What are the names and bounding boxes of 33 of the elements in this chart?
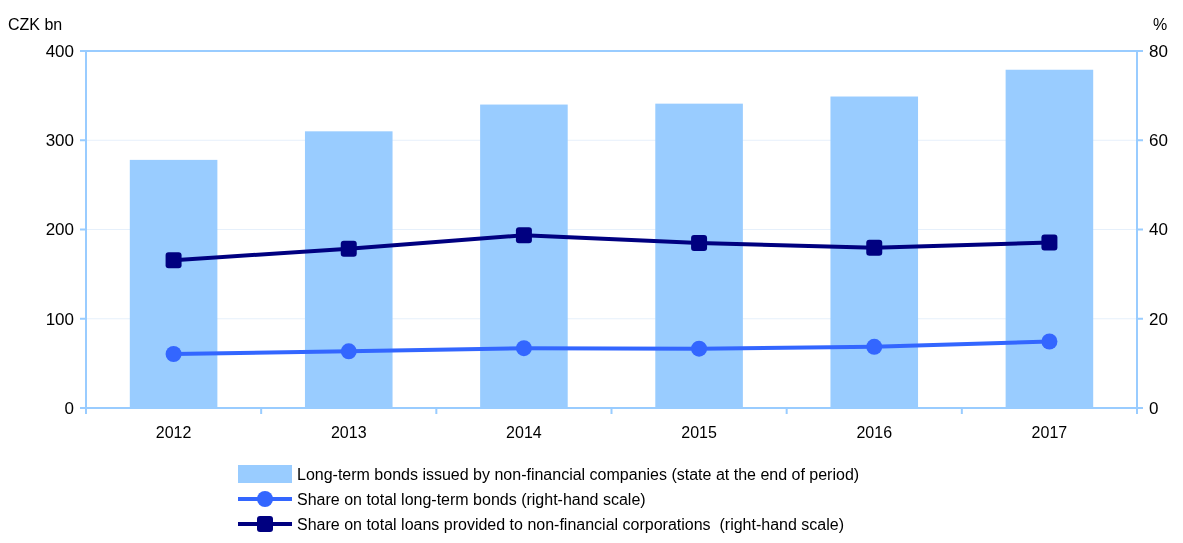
legend-label: Long-term bonds issued by non-financial companies (state at the end of period) xyxy=(297,465,860,483)
legend-label: Share on total long-term bonds (right-hand scale) xyxy=(297,490,646,508)
x-tick-label: 2015 xyxy=(681,424,717,441)
x-tick-label: 2012 xyxy=(155,424,192,441)
point xyxy=(340,240,357,257)
legend-label: Share on total loans provided to non-financial corporations (right-hand scale) xyxy=(297,515,844,533)
x-tick-label: 2013 xyxy=(330,424,367,441)
y2-tick-label: 0 xyxy=(1149,398,1159,418)
x-tick-label: 2017 xyxy=(1031,424,1068,441)
y-tick-label: 300 xyxy=(45,131,74,151)
y2-tick-label: 60 xyxy=(1149,131,1168,151)
point xyxy=(691,234,708,251)
y-tick-label: 200 xyxy=(45,220,74,240)
y-tick-label: 0 xyxy=(64,398,74,418)
point xyxy=(866,338,883,355)
y2-tick-label: 20 xyxy=(1149,309,1168,329)
point xyxy=(515,227,532,244)
y-tick-label: 400 xyxy=(45,41,74,61)
y-tick-label: 100 xyxy=(45,309,74,329)
point xyxy=(165,252,182,269)
point xyxy=(340,343,357,360)
point xyxy=(165,346,182,362)
point xyxy=(1041,234,1058,251)
x-tick-label: 2016 xyxy=(856,424,893,441)
y-axis-title: CZK bn xyxy=(8,16,63,33)
y2-axis-title: % xyxy=(1152,16,1168,33)
point xyxy=(1041,333,1058,350)
y2-tick-label: 40 xyxy=(1149,220,1168,240)
point xyxy=(515,340,532,357)
x-tick-label: 2014 xyxy=(506,424,542,441)
point xyxy=(866,239,883,256)
y2-tick-label: 80 xyxy=(1149,41,1168,61)
point xyxy=(691,340,708,357)
